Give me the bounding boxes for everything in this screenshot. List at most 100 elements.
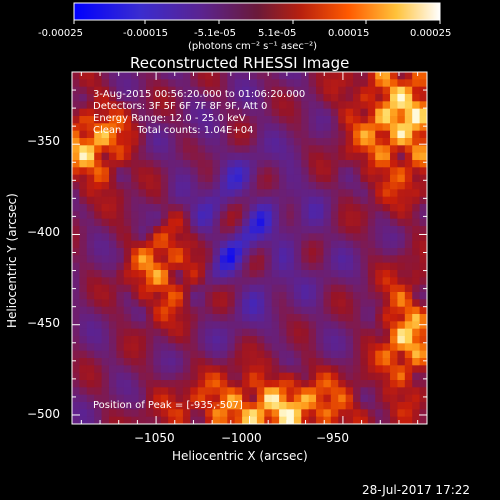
heatmap-cell bbox=[227, 255, 236, 264]
heatmap-cell bbox=[338, 402, 347, 410]
heatmap-cell bbox=[338, 233, 347, 242]
heatmap-cell bbox=[219, 321, 228, 330]
heatmap-cell bbox=[256, 86, 265, 95]
heatmap-cell bbox=[212, 226, 221, 234]
heatmap-cell bbox=[367, 123, 376, 132]
heatmap-cell bbox=[219, 343, 228, 352]
heatmap-cell bbox=[86, 336, 95, 344]
heatmap-cell bbox=[131, 248, 140, 256]
heatmap-cell bbox=[301, 270, 310, 278]
info-line-clean: Clean Total counts: 1.04E+04 bbox=[93, 125, 253, 136]
heatmap-cell bbox=[197, 211, 206, 220]
heatmap-cell bbox=[138, 79, 147, 88]
heatmap-cell bbox=[382, 255, 391, 264]
heatmap-cell bbox=[360, 350, 369, 359]
heatmap-cell bbox=[79, 402, 88, 410]
heatmap-cell bbox=[390, 174, 399, 183]
heatmap-cell bbox=[182, 387, 191, 396]
heatmap-cell bbox=[412, 189, 421, 198]
heatmap-cell bbox=[79, 233, 88, 242]
heatmap-cell bbox=[301, 233, 310, 242]
heatmap-cell bbox=[123, 321, 132, 330]
heatmap-cell bbox=[72, 387, 80, 396]
heatmap-cell bbox=[404, 409, 413, 418]
heatmap-cell bbox=[116, 409, 125, 418]
heatmap-cell bbox=[219, 372, 228, 381]
heatmap-cell bbox=[293, 255, 302, 264]
heatmap-cell bbox=[227, 306, 236, 315]
heatmap-cell bbox=[256, 138, 265, 146]
heatmap-cell bbox=[264, 262, 273, 271]
heatmap-cell bbox=[301, 86, 310, 95]
heatmap-cell bbox=[190, 255, 199, 264]
heatmap-cell bbox=[131, 174, 140, 183]
heatmap-cell bbox=[308, 314, 317, 322]
heatmap-cell bbox=[160, 321, 169, 330]
heatmap-cell bbox=[279, 174, 288, 183]
heatmap-cell bbox=[397, 218, 406, 227]
heatmap-cell bbox=[101, 262, 110, 271]
heatmap-cell bbox=[190, 314, 199, 322]
heatmap-cell bbox=[94, 358, 103, 366]
heatmap-cell bbox=[249, 189, 258, 198]
heatmap-cell bbox=[153, 123, 162, 132]
heatmap-cell bbox=[419, 160, 427, 168]
heatmap-cell bbox=[205, 196, 214, 205]
heatmap-cell bbox=[271, 372, 280, 381]
heatmap-cell bbox=[293, 270, 302, 278]
heatmap-cell bbox=[72, 321, 80, 330]
heatmap-cell bbox=[153, 394, 162, 403]
heatmap-cell bbox=[286, 402, 295, 410]
heatmap-cell bbox=[131, 365, 140, 374]
heatmap-cell bbox=[367, 189, 376, 198]
heatmap-cell bbox=[375, 204, 384, 212]
heatmap-cell bbox=[86, 240, 95, 249]
heatmap-cell bbox=[86, 196, 95, 205]
heatmap-cell bbox=[79, 86, 88, 95]
heatmap-cell bbox=[212, 380, 221, 388]
heatmap-cell bbox=[397, 255, 406, 264]
heatmap-cell bbox=[197, 182, 206, 190]
heatmap-cell bbox=[338, 270, 347, 278]
heatmap-cell bbox=[279, 270, 288, 278]
heatmap-cell bbox=[330, 248, 339, 256]
colorbar-tick-label: -0.00015 bbox=[123, 28, 168, 39]
heatmap-cell bbox=[123, 152, 132, 161]
heatmap-cell bbox=[390, 86, 399, 95]
heatmap-cell bbox=[345, 277, 354, 286]
heatmap-cell bbox=[138, 116, 147, 124]
heatmap-cell bbox=[205, 182, 214, 190]
heatmap-cell bbox=[323, 372, 332, 381]
heatmap-cell bbox=[301, 372, 310, 381]
heatmap-cell bbox=[123, 167, 132, 176]
heatmap-cell bbox=[212, 255, 221, 264]
heatmap-cell bbox=[404, 233, 413, 242]
heatmap-cell bbox=[160, 152, 169, 161]
heatmap-cell bbox=[138, 365, 147, 374]
heatmap-cell bbox=[397, 152, 406, 161]
heatmap-cell bbox=[301, 314, 310, 322]
heatmap-cell bbox=[264, 86, 273, 95]
heatmap-cell bbox=[308, 72, 317, 80]
heatmap-cell bbox=[227, 130, 236, 139]
heatmap-cell bbox=[345, 380, 354, 388]
heatmap-cell bbox=[190, 72, 199, 80]
heatmap-cell bbox=[138, 284, 147, 293]
heatmap-cell bbox=[404, 86, 413, 95]
heatmap-cell bbox=[301, 123, 310, 132]
heatmap-cell bbox=[116, 138, 125, 146]
heatmap-cell bbox=[360, 394, 369, 403]
heatmap-cell bbox=[375, 160, 384, 168]
heatmap-cell bbox=[330, 226, 339, 234]
heatmap-cell bbox=[197, 306, 206, 315]
heatmap-cell bbox=[79, 101, 88, 110]
y-tick-label: −450 bbox=[27, 316, 60, 330]
heatmap-cell bbox=[138, 270, 147, 278]
heatmap-cell bbox=[205, 160, 214, 168]
heatmap-cell bbox=[182, 380, 191, 388]
heatmap-cell bbox=[153, 336, 162, 344]
heatmap-cell bbox=[190, 292, 199, 300]
heatmap-cell bbox=[175, 72, 184, 80]
heatmap-cell bbox=[153, 196, 162, 205]
heatmap-cell bbox=[197, 116, 206, 124]
